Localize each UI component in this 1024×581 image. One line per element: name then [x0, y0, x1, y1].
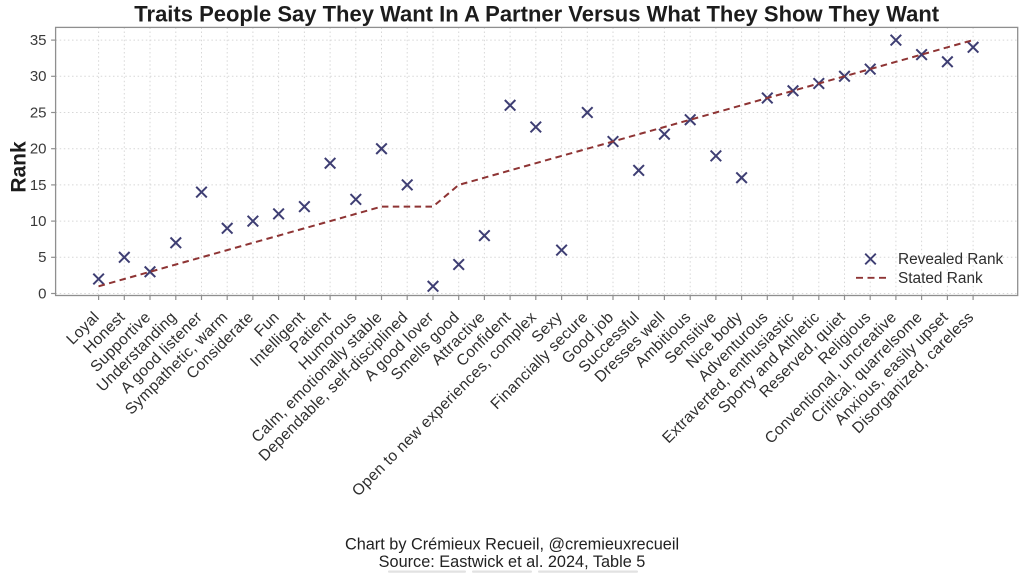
- svg-text:Stated Rank: Stated Rank: [898, 270, 983, 287]
- svg-text:35: 35: [30, 32, 47, 49]
- svg-text:10: 10: [30, 213, 47, 230]
- svg-text:15: 15: [30, 177, 47, 194]
- svg-text:Chart by Crémieux Recueil, @cr: Chart by Crémieux Recueil, @cremieuxrecu…: [345, 536, 679, 554]
- svg-text:20: 20: [30, 141, 47, 158]
- svg-text:25: 25: [30, 104, 47, 121]
- svg-text:Traits People Say They Want In: Traits People Say They Want In A Partner…: [134, 2, 939, 27]
- svg-text:30: 30: [30, 68, 47, 85]
- svg-text:Source: Eastwick et al. 2024,: Source: Eastwick et al. 2024, Table 5: [379, 553, 646, 571]
- svg-text:Revealed Rank: Revealed Rank: [898, 251, 1004, 268]
- svg-text:0: 0: [38, 285, 46, 302]
- svg-text:5: 5: [38, 249, 46, 266]
- svg-text:Rank: Rank: [8, 141, 31, 193]
